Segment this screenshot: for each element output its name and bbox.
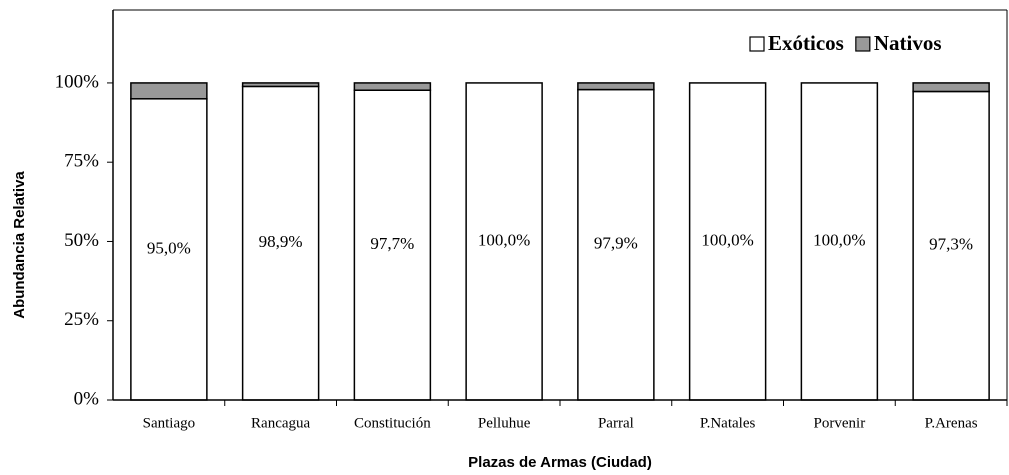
x-tick-label: Porvenir bbox=[814, 415, 866, 431]
bar-segment bbox=[353, 89, 432, 401]
x-tick-label: Parral bbox=[598, 415, 634, 431]
value-label: 100,0% bbox=[701, 230, 753, 249]
value-label: 100,0% bbox=[478, 230, 530, 249]
bar-segment bbox=[577, 82, 655, 91]
bar-segment bbox=[353, 82, 432, 91]
x-tick-label: P.Natales bbox=[700, 415, 756, 431]
y-tick-label: 75% bbox=[64, 151, 99, 172]
legend-swatch bbox=[855, 36, 871, 52]
bar-segment bbox=[577, 88, 655, 401]
x-tick-label: Santiago bbox=[143, 415, 196, 431]
x-tick-label: P.Arenas bbox=[925, 415, 978, 431]
value-label: 97,9% bbox=[594, 234, 638, 253]
value-label: 95,0% bbox=[147, 238, 191, 257]
legend-label: Nativos bbox=[874, 31, 942, 55]
value-label: 98,9% bbox=[259, 232, 303, 251]
bar-segment bbox=[241, 85, 320, 401]
value-label: 97,3% bbox=[929, 235, 973, 254]
bar-segment bbox=[688, 82, 767, 401]
value-label: 100,0% bbox=[813, 230, 865, 249]
x-tick-label: Pelluhue bbox=[478, 415, 531, 431]
bar-segment bbox=[800, 82, 879, 401]
x-axis-label: Plazas de Armas (Ciudad) bbox=[468, 454, 652, 471]
y-tick-label: 100% bbox=[55, 71, 100, 92]
bar-segment bbox=[912, 82, 990, 93]
bar-segment bbox=[130, 82, 208, 100]
x-tick-label: Rancagua bbox=[251, 415, 310, 431]
legend-swatch bbox=[749, 36, 765, 52]
y-tick-label: 25% bbox=[64, 309, 99, 330]
bar-segment bbox=[912, 90, 990, 401]
bar-segment bbox=[241, 82, 320, 88]
y-axis-label: Abundancia Relativa bbox=[11, 171, 28, 319]
y-tick-label: 0% bbox=[74, 388, 100, 409]
value-label: 97,7% bbox=[370, 234, 414, 253]
x-tick-label: Constitución bbox=[354, 415, 431, 431]
y-tick-label: 50% bbox=[64, 230, 99, 251]
legend-label: Exóticos bbox=[768, 31, 844, 55]
